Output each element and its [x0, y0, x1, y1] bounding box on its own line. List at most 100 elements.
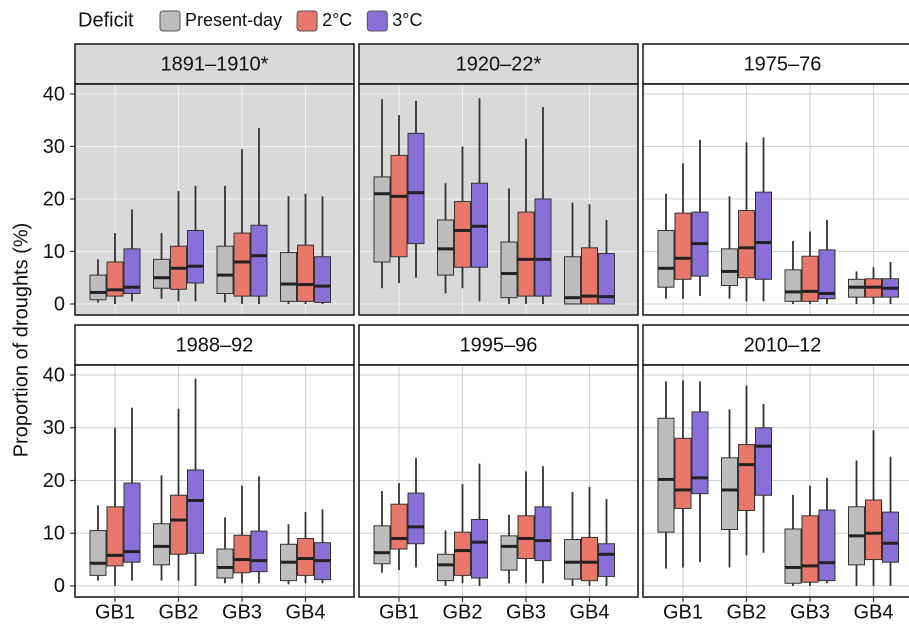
- x-tick-label: GB3: [506, 601, 546, 623]
- facet-strip: [358, 43, 639, 85]
- box: [784, 528, 802, 584]
- facet-strip: [74, 43, 355, 85]
- facet-strip: [358, 324, 639, 366]
- y-axis-label: Proportion of droughts (%): [10, 223, 32, 458]
- box: [314, 256, 331, 303]
- x-tick-label: GB3: [790, 601, 830, 623]
- box: [153, 523, 170, 566]
- legend-title: Deficit: [78, 9, 134, 31]
- box: [674, 437, 692, 509]
- y-tick-label: 30: [43, 417, 65, 439]
- box: [407, 132, 425, 245]
- box: [373, 176, 391, 263]
- box: [534, 198, 552, 297]
- facet-title: 1975–76: [744, 53, 822, 75]
- box: [801, 515, 819, 583]
- box: [437, 553, 454, 582]
- box: [390, 154, 408, 258]
- box: [454, 531, 471, 576]
- box: [280, 252, 297, 302]
- box: [738, 444, 755, 512]
- x-tick-label: GB2: [726, 601, 766, 623]
- y-tick-label: 30: [43, 136, 65, 158]
- box: [517, 211, 535, 297]
- box: [297, 244, 314, 302]
- box: [865, 499, 882, 561]
- box: [500, 535, 518, 571]
- facet-title: 1988–92: [176, 334, 254, 356]
- y-tick-label: 0: [54, 293, 65, 315]
- y-tick-label: 20: [43, 188, 65, 210]
- y-tick-label: 10: [43, 241, 65, 263]
- box: [471, 518, 488, 579]
- box: [564, 539, 581, 580]
- y-tick-label: 0: [54, 575, 65, 597]
- panel-border: [74, 364, 355, 598]
- legend-swatch: [366, 10, 388, 32]
- legend-label: 3°C: [392, 10, 422, 30]
- box: [233, 534, 251, 574]
- x-tick-label: GB4: [285, 601, 325, 623]
- box: [755, 191, 772, 280]
- box: [106, 261, 124, 297]
- box: [89, 530, 107, 576]
- box: [106, 506, 124, 567]
- legend-label: Present-day: [185, 10, 282, 30]
- x-tick-label: GB1: [379, 601, 419, 623]
- x-tick-label: GB2: [158, 601, 198, 623]
- box: [818, 249, 836, 300]
- x-tick-label: GB4: [853, 601, 893, 623]
- facet-title: 1920–22*: [456, 53, 542, 75]
- box: [691, 411, 709, 495]
- box: [721, 248, 738, 287]
- box: [818, 509, 836, 582]
- box: [598, 543, 615, 577]
- box: [801, 255, 819, 302]
- panel-border: [358, 83, 639, 316]
- box: [187, 469, 204, 554]
- box: [123, 482, 141, 563]
- panel-border: [74, 83, 355, 316]
- box: [407, 492, 425, 545]
- facet-title: 2010–12: [744, 334, 822, 356]
- box: [216, 548, 234, 579]
- box: [581, 247, 598, 305]
- panel-border: [642, 83, 909, 316]
- legend-swatch: [159, 10, 181, 32]
- box: [454, 201, 471, 268]
- box: [721, 457, 738, 531]
- x-tick-label: GB1: [663, 601, 703, 623]
- box: [564, 256, 581, 305]
- box: [250, 530, 268, 573]
- box: [123, 248, 141, 294]
- box: [738, 210, 755, 279]
- box: [233, 232, 251, 297]
- facet-strip: [642, 324, 909, 366]
- box: [89, 274, 107, 301]
- x-tick-label: GB1: [95, 601, 135, 623]
- y-tick-label: 40: [43, 83, 65, 105]
- box: [657, 229, 675, 288]
- box: [170, 494, 187, 555]
- box: [373, 525, 391, 565]
- box: [500, 241, 518, 299]
- box: [297, 537, 314, 576]
- box: [657, 417, 675, 533]
- box: [882, 511, 899, 563]
- facet-title: 1995–96: [460, 334, 538, 356]
- box: [250, 224, 268, 297]
- y-tick-label: 10: [43, 522, 65, 544]
- box: [581, 536, 598, 582]
- box: [674, 212, 692, 280]
- box: [755, 427, 772, 496]
- legend-swatch: [296, 10, 318, 32]
- box: [390, 503, 408, 550]
- box: [187, 229, 204, 284]
- x-tick-label: GB2: [442, 601, 482, 623]
- panel-border: [358, 364, 639, 598]
- box: [598, 253, 615, 305]
- legend-label: 2°C: [322, 10, 352, 30]
- x-tick-label: GB3: [222, 601, 262, 623]
